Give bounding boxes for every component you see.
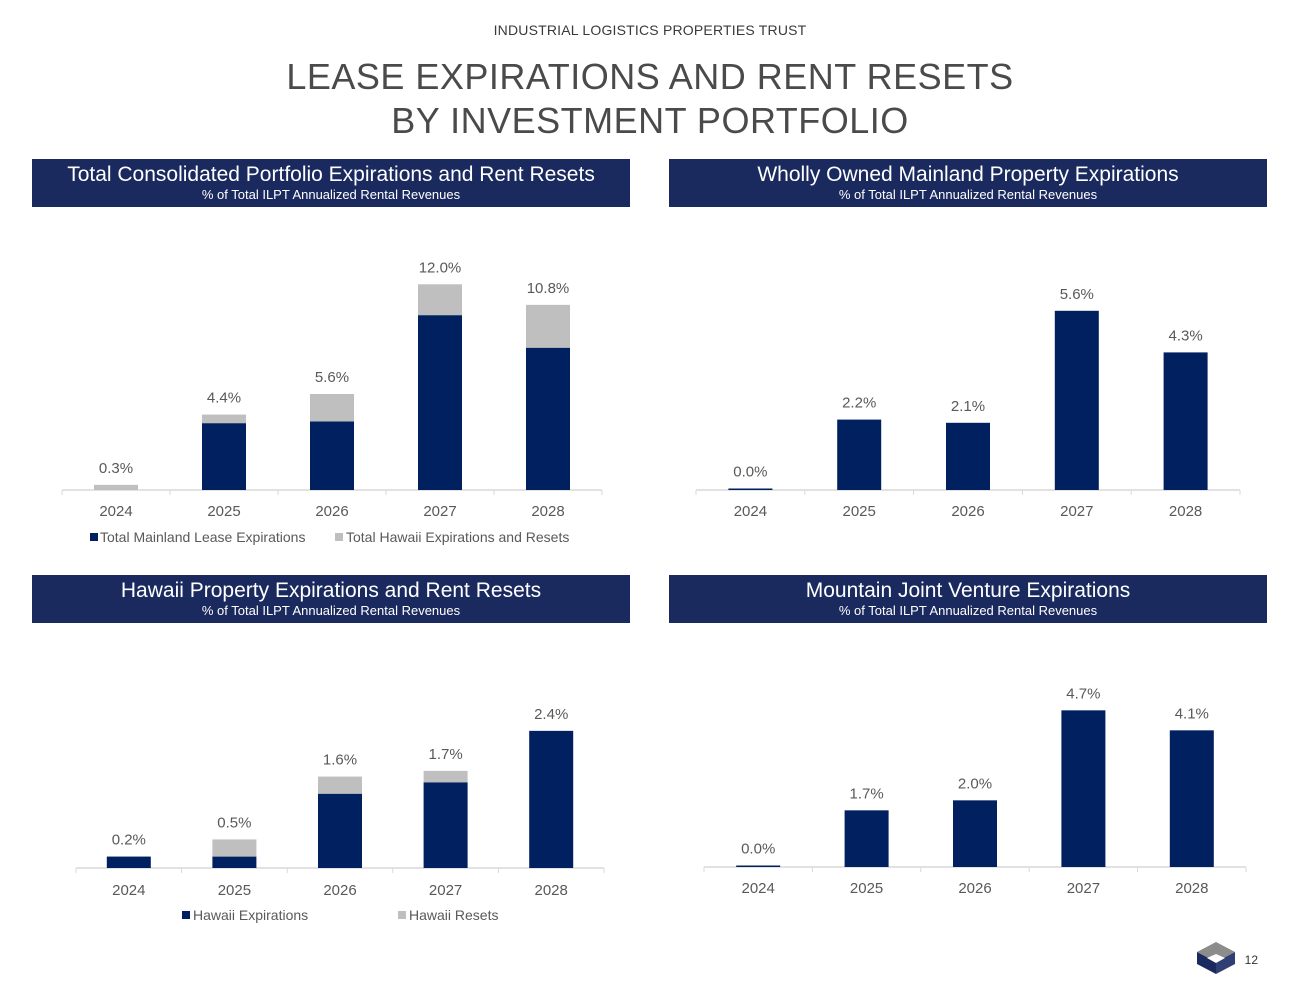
bar-total-mainland-lease-expirations-2025 xyxy=(202,423,246,490)
data-label-2025: 0.5% xyxy=(217,814,251,831)
x-tick-label-2028: 2028 xyxy=(1175,880,1208,897)
legend-swatch-1 xyxy=(398,911,406,919)
bar-hawaii-expirations-2027 xyxy=(423,782,468,868)
data-label-2025: 1.7% xyxy=(849,785,883,802)
data-label-2027: 4.7% xyxy=(1066,685,1100,702)
bar-total-hawaii-expirations-and-resets-2026 xyxy=(310,394,354,422)
page-title-line-2: BY INVESTMENT PORTFOLIO xyxy=(391,100,909,141)
page-title: LEASE EXPIRATIONS AND RENT RESETS BY INV… xyxy=(0,55,1300,143)
bar-total-mainland-lease-expirations-2028 xyxy=(526,347,570,490)
bar-mainland-expirations-2025 xyxy=(837,419,882,490)
legend-label-1: Total Hawaii Expirations and Resets xyxy=(346,529,569,545)
page-title-line-1: LEASE EXPIRATIONS AND RENT RESETS xyxy=(286,56,1014,97)
x-tick-label-2028: 2028 xyxy=(1169,503,1202,520)
bar-hawaii-expirations-2026 xyxy=(318,793,362,868)
legend-label-0: Hawaii Expirations xyxy=(193,907,308,923)
x-tick-label-2025: 2025 xyxy=(207,503,240,520)
x-tick-label-2024: 2024 xyxy=(99,503,132,520)
x-tick-label-2027: 2027 xyxy=(1060,503,1093,520)
data-label-2028: 2.4% xyxy=(534,706,568,723)
panel-title: Mountain Joint Venture Expirations xyxy=(805,579,1131,602)
bar-mainland-expirations-2024 xyxy=(728,488,773,490)
panel-subtitle: % of Total ILPT Annualized Rental Revenu… xyxy=(838,187,1098,202)
data-label-2026: 1.6% xyxy=(323,752,357,769)
x-tick-label-2027: 2027 xyxy=(423,503,456,520)
legend-swatch-0 xyxy=(90,533,98,541)
chart-total-consolidated: 0.3% 2024 4.4% 2025 5.6% 2026 12.0% 2027 10.8% 20… xyxy=(61,259,603,545)
bar-hawaii-resets-2027 xyxy=(423,770,468,783)
bar-mountain-jv-expirations-2026 xyxy=(953,800,997,867)
panel-header-hawaii: Hawaii Property Expirations and Rent Res… xyxy=(32,575,630,623)
data-label-2024: 0.0% xyxy=(741,841,775,858)
x-tick-label-2026: 2026 xyxy=(323,882,356,899)
bar-total-mainland-lease-expirations-2027 xyxy=(418,315,462,490)
x-tick-label-2026: 2026 xyxy=(315,503,348,520)
x-tick-label-2026: 2026 xyxy=(951,503,984,520)
panel-subtitle: % of Total ILPT Annualized Rental Revenu… xyxy=(201,603,461,618)
x-tick-label-2027: 2027 xyxy=(1067,880,1100,897)
bar-mainland-expirations-2026 xyxy=(946,422,990,490)
company-logo-icon xyxy=(1197,942,1235,974)
panel-title: Wholly Owned Mainland Property Expiratio… xyxy=(757,163,1179,186)
bar-hawaii-expirations-2024 xyxy=(106,856,151,868)
bar-mainland-expirations-2027 xyxy=(1054,310,1099,490)
bar-total-hawaii-expirations-and-resets-2024 xyxy=(94,484,138,490)
panel-subtitle: % of Total ILPT Annualized Rental Revenu… xyxy=(838,603,1098,618)
data-label-2024: 0.0% xyxy=(733,464,767,481)
x-tick-label-2026: 2026 xyxy=(958,880,991,897)
bar-total-hawaii-expirations-and-resets-2028 xyxy=(526,304,570,348)
chart-hawaii: 0.2% 2024 0.5% 2025 1.6% 2026 1.7% 2027 2.4% 2028… xyxy=(75,706,605,923)
panel-subtitle: % of Total ILPT Annualized Rental Revenu… xyxy=(201,187,461,202)
data-label-2028: 4.3% xyxy=(1168,327,1202,344)
bar-mountain-jv-expirations-2024 xyxy=(736,865,781,867)
panel-header-wholly-owned-mainland: Wholly Owned Mainland Property Expiratio… xyxy=(669,159,1267,207)
data-label-2028: 4.1% xyxy=(1175,705,1209,722)
page-number: 12 xyxy=(1244,953,1258,967)
data-label-2024: 0.3% xyxy=(99,460,133,477)
legend-swatch-1 xyxy=(335,533,343,541)
x-tick-label-2024: 2024 xyxy=(742,880,775,897)
bar-total-mainland-lease-expirations-2026 xyxy=(310,421,354,490)
legend-label-1: Hawaii Resets xyxy=(409,907,498,923)
bar-hawaii-expirations-2025 xyxy=(212,856,257,868)
x-tick-label-2025: 2025 xyxy=(843,503,876,520)
data-label-2026: 2.1% xyxy=(951,398,985,415)
panel-header-mountain-jv: Mountain Joint Venture Expirations % of … xyxy=(669,575,1267,623)
bar-hawaii-expirations-2028 xyxy=(529,730,574,868)
legend-swatch-0 xyxy=(182,911,190,919)
x-tick-label-2025: 2025 xyxy=(218,882,251,899)
chart-mountain-jv: 0.0% 2024 1.7% 2025 2.0% 2026 4.7% 2027 4.1% 2028 xyxy=(703,685,1247,897)
panel-title: Total Consolidated Portfolio Expirations… xyxy=(67,163,595,186)
bar-hawaii-resets-2025 xyxy=(212,839,257,857)
bar-mountain-jv-expirations-2027 xyxy=(1061,710,1106,867)
bar-mainland-expirations-2028 xyxy=(1163,352,1208,490)
data-label-2028: 10.8% xyxy=(527,280,570,297)
data-label-2027: 1.7% xyxy=(428,746,462,763)
data-label-2027: 5.6% xyxy=(1060,286,1094,303)
x-tick-label-2024: 2024 xyxy=(112,882,145,899)
x-tick-label-2025: 2025 xyxy=(850,880,883,897)
data-label-2027: 12.0% xyxy=(419,259,462,276)
data-label-2026: 5.6% xyxy=(315,369,349,386)
x-tick-label-2028: 2028 xyxy=(535,882,568,899)
company-name: INDUSTRIAL LOGISTICS PROPERTIES TRUST xyxy=(493,22,807,38)
x-tick-label-2024: 2024 xyxy=(734,503,767,520)
bar-total-hawaii-expirations-and-resets-2027 xyxy=(418,284,462,316)
bar-hawaii-resets-2026 xyxy=(318,776,362,794)
data-label-2024: 0.2% xyxy=(112,832,146,849)
panel-title: Hawaii Property Expirations and Rent Res… xyxy=(120,579,542,602)
data-label-2025: 2.2% xyxy=(842,395,876,412)
bar-mountain-jv-expirations-2028 xyxy=(1169,730,1214,867)
bar-total-hawaii-expirations-and-resets-2025 xyxy=(202,414,246,424)
legend-label-0: Total Mainland Lease Expirations xyxy=(100,529,305,545)
panel-header-total-consolidated: Total Consolidated Portfolio Expirations… xyxy=(32,159,630,207)
bar-mountain-jv-expirations-2025 xyxy=(844,810,889,867)
data-label-2026: 2.0% xyxy=(958,775,992,792)
x-tick-label-2028: 2028 xyxy=(531,503,564,520)
x-tick-label-2027: 2027 xyxy=(429,882,462,899)
data-label-2025: 4.4% xyxy=(207,390,241,407)
chart-wholly-owned-mainland: 0.0% 2024 2.2% 2025 2.1% 2026 5.6% 2027 4.3% 2028 xyxy=(695,286,1241,520)
